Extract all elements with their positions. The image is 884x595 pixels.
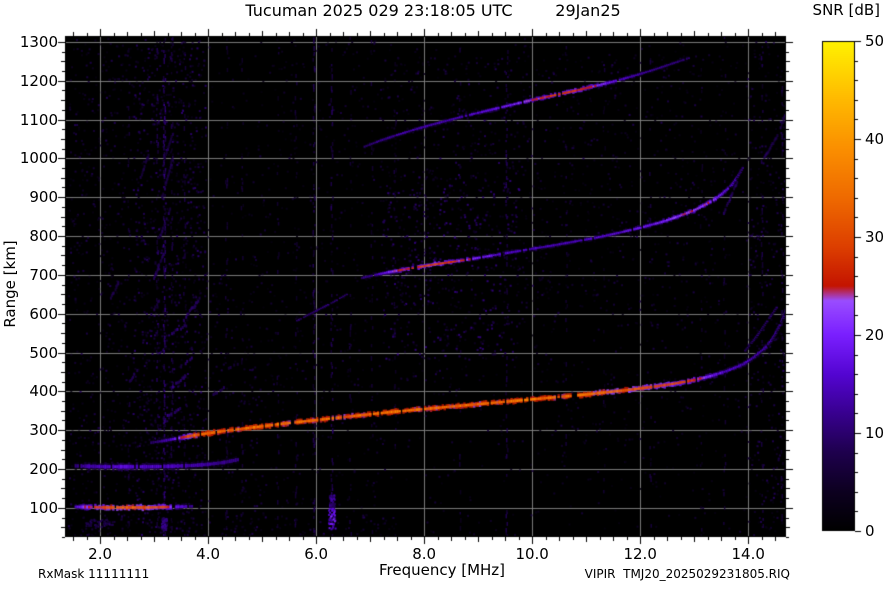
plot-date: 29Jan25 (555, 1, 621, 20)
y-tick-label: 1100 (19, 110, 58, 129)
y-tick-label: 300 (29, 421, 58, 440)
x-tick-label: 2.0 (88, 545, 113, 563)
colorbar-tick-label: 10 (865, 424, 884, 442)
y-tick-label: 1200 (19, 71, 58, 90)
y-tick-label: 600 (29, 304, 58, 323)
colorbar-tick-label: 50 (865, 32, 884, 50)
x-tick-label: 4.0 (196, 545, 221, 563)
x-tick-label: 14.0 (731, 545, 765, 563)
x-tick-label: 8.0 (412, 545, 437, 563)
y-tick-label: 200 (29, 460, 58, 479)
colorbar-title: SNR [dB] (812, 1, 880, 19)
rx-mask-label: RxMask 11111111 (38, 567, 150, 581)
y-tick-label: 1000 (19, 149, 58, 168)
file-name-label: VIPIR TMJ20_2025029231805.RIQ (584, 567, 790, 581)
plot-title: Tucuman 2025 029 23:18:05 UTC (245, 1, 513, 20)
x-tick-label: 6.0 (304, 545, 329, 563)
colorbar-tick-label: 0 (865, 522, 875, 540)
x-tick-label: 10.0 (515, 545, 549, 563)
y-tick-label: 500 (29, 343, 58, 362)
y-tick-label: 900 (29, 188, 58, 207)
y-tick-label: 100 (29, 498, 58, 517)
y-tick-label: 700 (29, 265, 58, 284)
colorbar-tick-label: 30 (865, 228, 884, 246)
colorbar-tick-label: 40 (865, 130, 884, 148)
x-tick-label: 12.0 (623, 545, 657, 563)
colorbar-tick-label: 20 (865, 326, 884, 344)
y-tick-label: 1300 (19, 32, 58, 51)
y-tick-label: 800 (29, 227, 58, 245)
y-tick-label: 400 (29, 382, 58, 401)
x-axis-label: Frequency [MHz] (378, 561, 506, 579)
